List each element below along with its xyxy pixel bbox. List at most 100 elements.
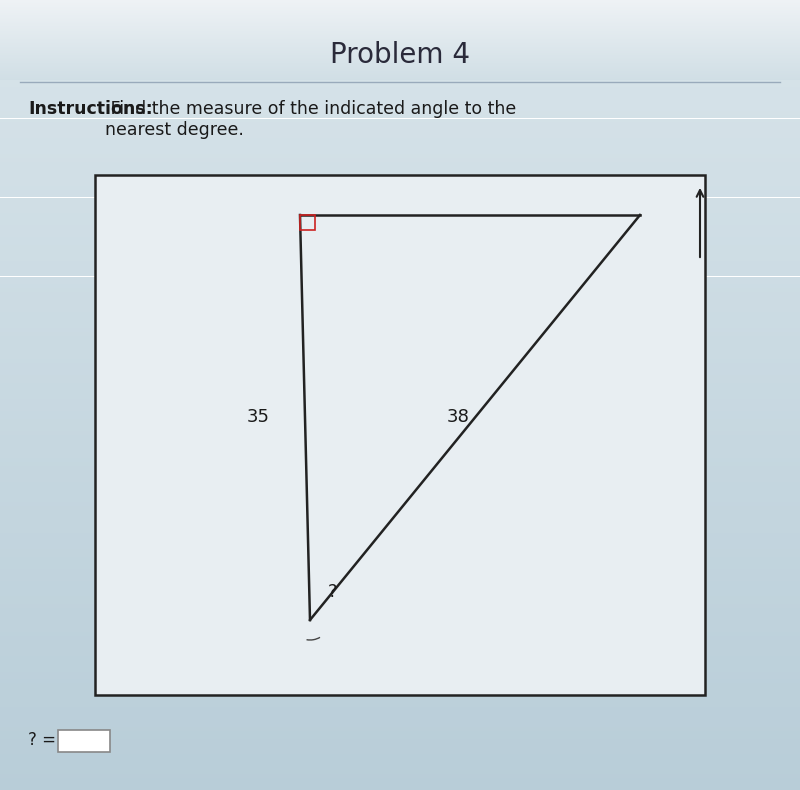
Text: Problem 4: Problem 4 xyxy=(330,41,470,69)
Bar xyxy=(0,15,800,16)
Bar xyxy=(0,561,800,565)
Bar xyxy=(0,628,800,632)
Bar xyxy=(0,28,800,29)
Bar xyxy=(0,431,800,434)
Bar xyxy=(0,62,800,63)
Text: ?: ? xyxy=(328,583,338,601)
Bar xyxy=(0,111,800,115)
Bar xyxy=(0,53,800,54)
Bar xyxy=(0,32,800,33)
Bar xyxy=(0,687,800,691)
Bar xyxy=(0,14,800,15)
Bar xyxy=(0,59,800,63)
Bar xyxy=(0,103,800,107)
Bar xyxy=(0,446,800,450)
Bar xyxy=(0,352,800,356)
Bar xyxy=(0,99,800,103)
Bar xyxy=(0,636,800,640)
Bar xyxy=(0,78,800,79)
Bar xyxy=(0,60,800,61)
Bar xyxy=(0,703,800,707)
Bar xyxy=(0,541,800,545)
Bar xyxy=(0,30,800,31)
Bar xyxy=(0,782,800,786)
Bar xyxy=(0,43,800,44)
Bar xyxy=(0,510,800,514)
Bar xyxy=(0,18,800,19)
Bar xyxy=(0,739,800,743)
Bar xyxy=(0,205,800,209)
Bar xyxy=(0,72,800,73)
Bar xyxy=(0,4,800,5)
Bar xyxy=(0,269,800,273)
Bar xyxy=(0,719,800,723)
Bar xyxy=(0,213,800,217)
Bar xyxy=(0,332,800,336)
Bar xyxy=(0,126,800,130)
Bar xyxy=(0,178,800,182)
Text: Instructions:: Instructions: xyxy=(28,100,153,118)
Bar xyxy=(0,292,800,296)
Bar xyxy=(0,0,800,1)
Bar xyxy=(0,36,800,37)
Bar xyxy=(0,42,800,43)
Bar xyxy=(0,754,800,758)
Bar xyxy=(0,51,800,55)
Bar xyxy=(0,423,800,427)
Bar xyxy=(0,150,800,154)
Bar xyxy=(0,486,800,490)
Bar xyxy=(0,198,800,201)
Bar xyxy=(0,19,800,20)
Bar xyxy=(0,340,800,344)
Bar xyxy=(0,348,800,352)
Bar xyxy=(0,146,800,150)
Bar xyxy=(0,435,800,438)
Bar xyxy=(0,55,800,59)
Bar xyxy=(0,506,800,510)
Bar xyxy=(0,26,800,27)
Bar xyxy=(0,10,800,11)
Bar xyxy=(0,652,800,656)
Bar xyxy=(0,233,800,237)
Bar xyxy=(0,490,800,494)
Bar xyxy=(0,38,800,39)
Bar xyxy=(0,63,800,67)
Bar xyxy=(0,679,800,683)
Bar xyxy=(0,23,800,24)
Bar xyxy=(0,67,800,68)
Bar xyxy=(0,371,800,375)
Bar xyxy=(0,95,800,99)
Bar xyxy=(0,46,800,47)
Bar xyxy=(0,63,800,64)
Bar xyxy=(0,33,800,34)
Bar xyxy=(0,265,800,269)
Bar xyxy=(0,20,800,21)
Bar xyxy=(0,438,800,442)
Bar xyxy=(0,52,800,53)
Bar xyxy=(0,723,800,727)
Bar xyxy=(0,16,800,17)
Bar xyxy=(0,229,800,233)
Bar xyxy=(0,770,800,774)
Bar xyxy=(0,632,800,636)
Bar xyxy=(0,391,800,395)
Bar xyxy=(0,415,800,419)
Bar xyxy=(0,9,800,10)
Bar xyxy=(0,521,800,525)
Bar xyxy=(0,107,800,111)
Bar xyxy=(0,115,800,118)
Bar xyxy=(0,577,800,581)
Bar xyxy=(0,478,800,482)
Bar xyxy=(0,253,800,257)
Bar xyxy=(0,16,800,20)
Bar xyxy=(0,312,800,316)
Bar xyxy=(0,47,800,48)
Bar xyxy=(0,12,800,16)
Bar xyxy=(0,786,800,790)
Bar xyxy=(0,675,800,679)
Bar xyxy=(0,74,800,75)
Bar xyxy=(0,64,800,65)
Bar xyxy=(0,533,800,537)
Bar xyxy=(0,225,800,229)
Bar xyxy=(0,162,800,166)
